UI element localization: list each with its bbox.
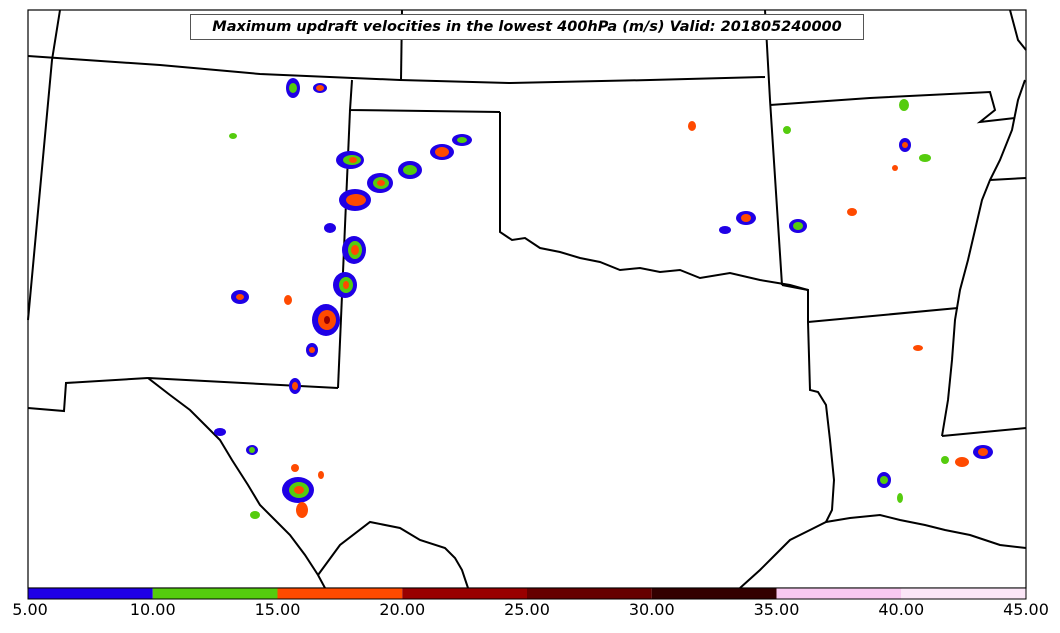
colorbar-bin-6 <box>776 588 902 599</box>
colorbar-tick-label: 15.00 <box>254 600 301 619</box>
colorbar-tick-label: 10.00 <box>129 600 176 619</box>
boundary-rio-grande <box>147 377 326 589</box>
boundary-ok-ar <box>781 284 809 322</box>
updraft-cluster-nm-east <box>229 78 472 394</box>
colorbar-tick-label: 45.00 <box>1003 600 1049 619</box>
updraft-cluster-west-texas <box>214 428 324 519</box>
colorbar-bin-7 <box>901 588 1026 599</box>
colorbar-tick-label: 40.00 <box>878 600 925 619</box>
colorbar-bin-2 <box>277 588 403 599</box>
boundary-ut-co <box>27 9 61 321</box>
boundary-az-nm <box>27 377 149 413</box>
colorbar-tick-label: 20.00 <box>379 600 426 619</box>
boundary-ms-east <box>989 177 1027 181</box>
boundary-tx-la <box>807 321 836 523</box>
colorbar-bin-4 <box>527 588 652 599</box>
updraft-cluster-louisiana <box>877 345 993 503</box>
boundary-mo-ar <box>769 90 1016 124</box>
boundary-ks-mo <box>764 9 783 286</box>
boundary-nm-south <box>147 377 339 389</box>
boundary-co-north <box>27 55 766 85</box>
boundary-ne-east <box>1009 9 1027 51</box>
boundary-ar-la <box>807 307 959 323</box>
updraft-cluster-arkansas <box>688 99 931 234</box>
boundary-tx-ok <box>499 112 809 291</box>
updraft-cells <box>214 78 993 519</box>
map-frame <box>27 9 1027 589</box>
colorbar-bin-5 <box>651 588 777 599</box>
colorbar-tick-label: 30.00 <box>628 600 675 619</box>
coastline-texas <box>739 513 1027 589</box>
boundary-rio-grande-lower <box>317 520 469 589</box>
map-title: Maximum updraft velocities in the lowest… <box>190 14 864 40</box>
colorbar-bin-1 <box>152 588 278 599</box>
colorbar-bin-3 <box>402 588 527 599</box>
boundary-la-ms <box>941 427 1027 437</box>
colorbar-bin-0 <box>28 588 153 599</box>
colorbar-tick-label: 5.00 <box>12 600 48 619</box>
colorbar-tick-label: 25.00 <box>504 600 550 619</box>
colorbar-outline <box>27 587 1027 600</box>
state-boundaries <box>27 9 1027 589</box>
boundary-mississippi-river <box>941 79 1026 437</box>
colorbar-tick-label: 35.00 <box>753 600 800 619</box>
colorbar <box>28 588 1026 599</box>
